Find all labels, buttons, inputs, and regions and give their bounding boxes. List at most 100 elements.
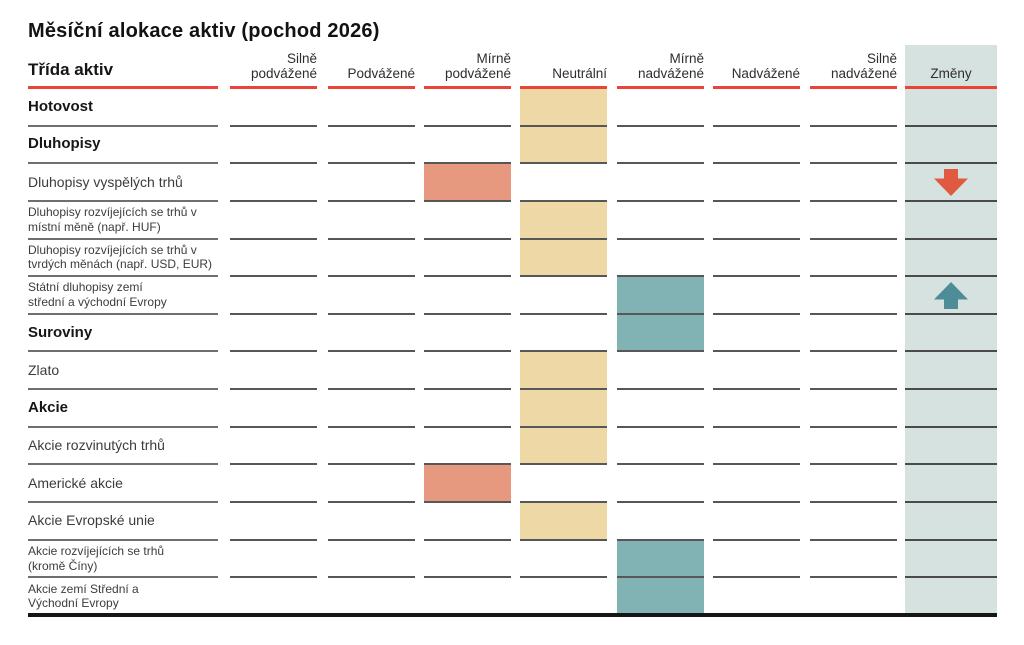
asset-class-label: Dluhopisy [28, 127, 218, 165]
allocation-cell [810, 578, 897, 616]
allocation-cell [617, 127, 704, 165]
changes-cell [905, 127, 997, 165]
changes-cell [905, 89, 997, 127]
column-header: Silně nadvážené [810, 40, 897, 89]
allocation-cell-selected [520, 352, 607, 391]
table-row: Suroviny [28, 314, 997, 353]
column-header: Neutrální [520, 40, 607, 89]
changes-cell [905, 164, 997, 202]
allocation-cell [713, 465, 800, 504]
allocation-cell-selected [617, 578, 704, 616]
table-row: Zlato [28, 352, 997, 391]
allocation-cell [713, 202, 800, 240]
allocation-cell [328, 315, 415, 353]
table-row: Dluhopisy rozvíjejících se trhů v tvrdýc… [28, 239, 997, 278]
table-bottom-rule [28, 613, 997, 617]
allocation-cell-selected [520, 89, 607, 127]
asset-class-label: Hotovost [28, 89, 218, 127]
allocation-cell [230, 503, 317, 541]
changes-cell [905, 465, 997, 504]
table-row: Akcie rozvinutých trhů [28, 427, 997, 466]
allocation-cell [713, 277, 800, 315]
asset-class-label: Suroviny [28, 315, 218, 353]
asset-class-label: Akcie Evropské unie [28, 503, 218, 541]
allocation-cell [328, 277, 415, 315]
allocation-cell [520, 164, 607, 202]
allocation-cell [713, 352, 800, 391]
allocation-cell [810, 352, 897, 391]
allocation-cell [424, 541, 511, 579]
allocation-cell [230, 465, 317, 504]
table-row: Státní dluhopisy zemí střední a východní… [28, 277, 997, 315]
allocation-cell [230, 240, 317, 278]
allocation-cell [810, 315, 897, 353]
allocation-cell [810, 428, 897, 466]
allocation-cell [230, 315, 317, 353]
allocation-cell [713, 89, 800, 127]
column-header: Mírně podvážené [424, 40, 511, 89]
allocation-cell-selected [520, 126, 607, 165]
allocation-cell [713, 315, 800, 353]
allocation-cell [713, 503, 800, 541]
allocation-cell [810, 390, 897, 428]
column-header: Podvážené [328, 40, 415, 89]
table-row: Akcie rozvíjejících se trhů (kromě Číny) [28, 540, 997, 579]
allocation-cell [424, 390, 511, 428]
allocation-cell [424, 315, 511, 353]
allocation-cell [230, 164, 317, 202]
allocation-cell [520, 277, 607, 315]
allocation-cell [520, 578, 607, 616]
changes-cell [905, 240, 997, 278]
changes-cell [905, 202, 997, 240]
allocation-cell [520, 541, 607, 579]
allocation-cell [230, 541, 317, 579]
allocation-cell [230, 390, 317, 428]
changes-cell [905, 503, 997, 541]
column-header-label: Silně nadvážené [830, 50, 897, 82]
table-row: Hotovost [28, 89, 997, 127]
column-header-label: Změny [930, 66, 972, 82]
asset-class-label: Dluhopisy rozvíjejících se trhů v tvrdýc… [28, 240, 218, 278]
column-header: Mírně nadvážené [617, 40, 704, 89]
allocation-cell [617, 390, 704, 428]
allocation-cell [810, 127, 897, 165]
allocation-cell [328, 541, 415, 579]
allocation-cell [424, 127, 511, 165]
allocation-cell [230, 127, 317, 165]
table-row: Dluhopisy [28, 126, 997, 165]
allocation-cell [617, 465, 704, 504]
allocation-cell [617, 164, 704, 202]
allocation-cell [328, 164, 415, 202]
allocation-cell [328, 202, 415, 240]
table-row: Akcie [28, 390, 997, 428]
row-header: Třída aktiv [28, 40, 218, 89]
asset-class-label: Akcie rozvíjejících se trhů (kromě Číny) [28, 541, 218, 579]
table-row: Americké akcie [28, 465, 997, 504]
allocation-cell [328, 578, 415, 616]
allocation-cell [617, 89, 704, 127]
changes-cell [905, 428, 997, 466]
allocation-cell [424, 578, 511, 616]
asset-class-label: Americké akcie [28, 465, 218, 504]
asset-class-label: Akcie rozvinutých trhů [28, 428, 218, 466]
allocation-cell-selected [617, 540, 704, 579]
asset-class-label: Akcie [28, 390, 218, 428]
allocation-cell [810, 277, 897, 315]
allocation-cell [617, 428, 704, 466]
allocation-cell [424, 240, 511, 278]
allocation-cell [713, 390, 800, 428]
allocation-cell-selected [617, 314, 704, 353]
allocation-cell [520, 315, 607, 353]
column-header-changes: Změny [905, 40, 997, 89]
allocation-cell [328, 240, 415, 278]
changes-cell [905, 578, 997, 616]
allocation-cell [713, 428, 800, 466]
allocation-cell [230, 277, 317, 315]
allocation-cell [230, 352, 317, 391]
allocation-cell [230, 428, 317, 466]
allocation-cell [810, 503, 897, 541]
allocation-cell-selected [424, 164, 511, 202]
changes-cell [905, 277, 997, 315]
column-header-label: Neutrální [552, 66, 607, 82]
